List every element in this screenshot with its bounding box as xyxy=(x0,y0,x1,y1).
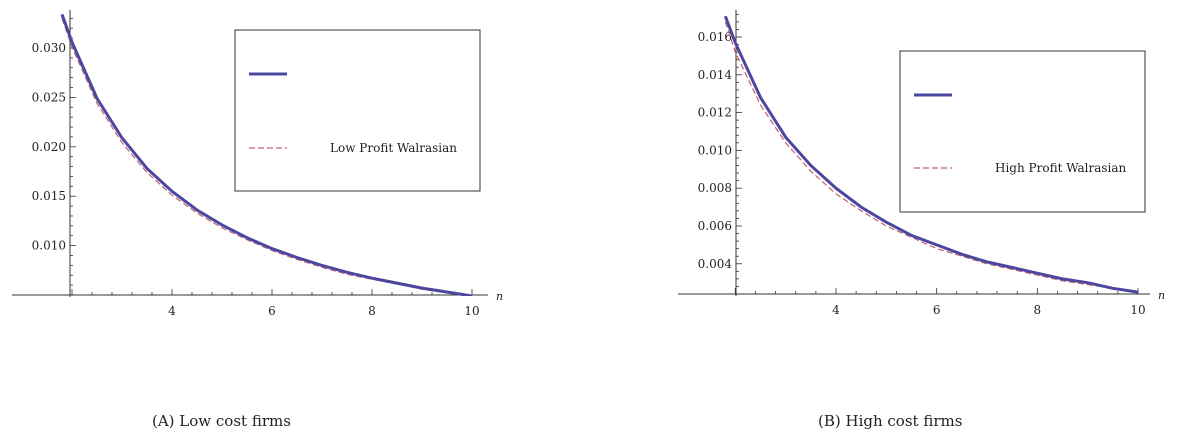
x-axis-label: n xyxy=(1158,289,1165,302)
y-tick-label-0.010: 0.010 xyxy=(32,239,66,253)
y-tick-label-0.020: 0.020 xyxy=(32,140,66,154)
series-line-solid xyxy=(723,15,1139,294)
x-axis-label: n xyxy=(496,290,503,303)
x-tick-label-10: 10 xyxy=(1130,303,1145,317)
y-tick-label-0.025: 0.025 xyxy=(32,90,66,104)
chart-panel-b: 4 6 8 10 n 0.004 0.006 0.008 0.010 0.012 0.014 0.01… xyxy=(678,10,1165,317)
x-tick-label-8: 8 xyxy=(1034,303,1042,317)
series-line-solid xyxy=(60,13,473,296)
y-tick-label-0.004: 0.004 xyxy=(698,257,733,271)
y-tick-label-0.030: 0.030 xyxy=(32,41,66,55)
y-tick-label-0.016: 0.016 xyxy=(698,30,732,44)
y-tick-label-0.006: 0.006 xyxy=(698,219,732,233)
x-tick-label-4: 4 xyxy=(168,304,176,318)
series-line-dashed xyxy=(724,21,1139,293)
y-tick-label-0.008: 0.008 xyxy=(698,181,732,195)
caption-a: (A) Low cost firms xyxy=(152,412,291,430)
y-tick-label-0.014: 0.014 xyxy=(698,68,733,82)
x-tick-label-4: 4 xyxy=(832,303,840,317)
legend-label: Low Profit Walrasian xyxy=(330,141,457,155)
legend-box xyxy=(234,29,481,192)
x-tick-label-8: 8 xyxy=(368,304,376,318)
y-tick-label-0.015: 0.015 xyxy=(32,189,66,203)
legend-label: High Profit Walrasian xyxy=(995,161,1127,175)
legend-box xyxy=(899,50,1146,213)
x-tick-label-6: 6 xyxy=(268,304,276,318)
y-tick-label-0.012: 0.012 xyxy=(698,106,732,120)
y-tick-label-0.010: 0.010 xyxy=(698,143,732,157)
caption-b: (B) High cost firms xyxy=(818,412,963,430)
x-tick-label-6: 6 xyxy=(933,303,941,317)
x-tick-label-10: 10 xyxy=(464,304,479,318)
chart-panel-a: 4 6 8 10 n 0.010 0.015 0.020 0.025 0.030 Low Profi… xyxy=(12,10,503,318)
